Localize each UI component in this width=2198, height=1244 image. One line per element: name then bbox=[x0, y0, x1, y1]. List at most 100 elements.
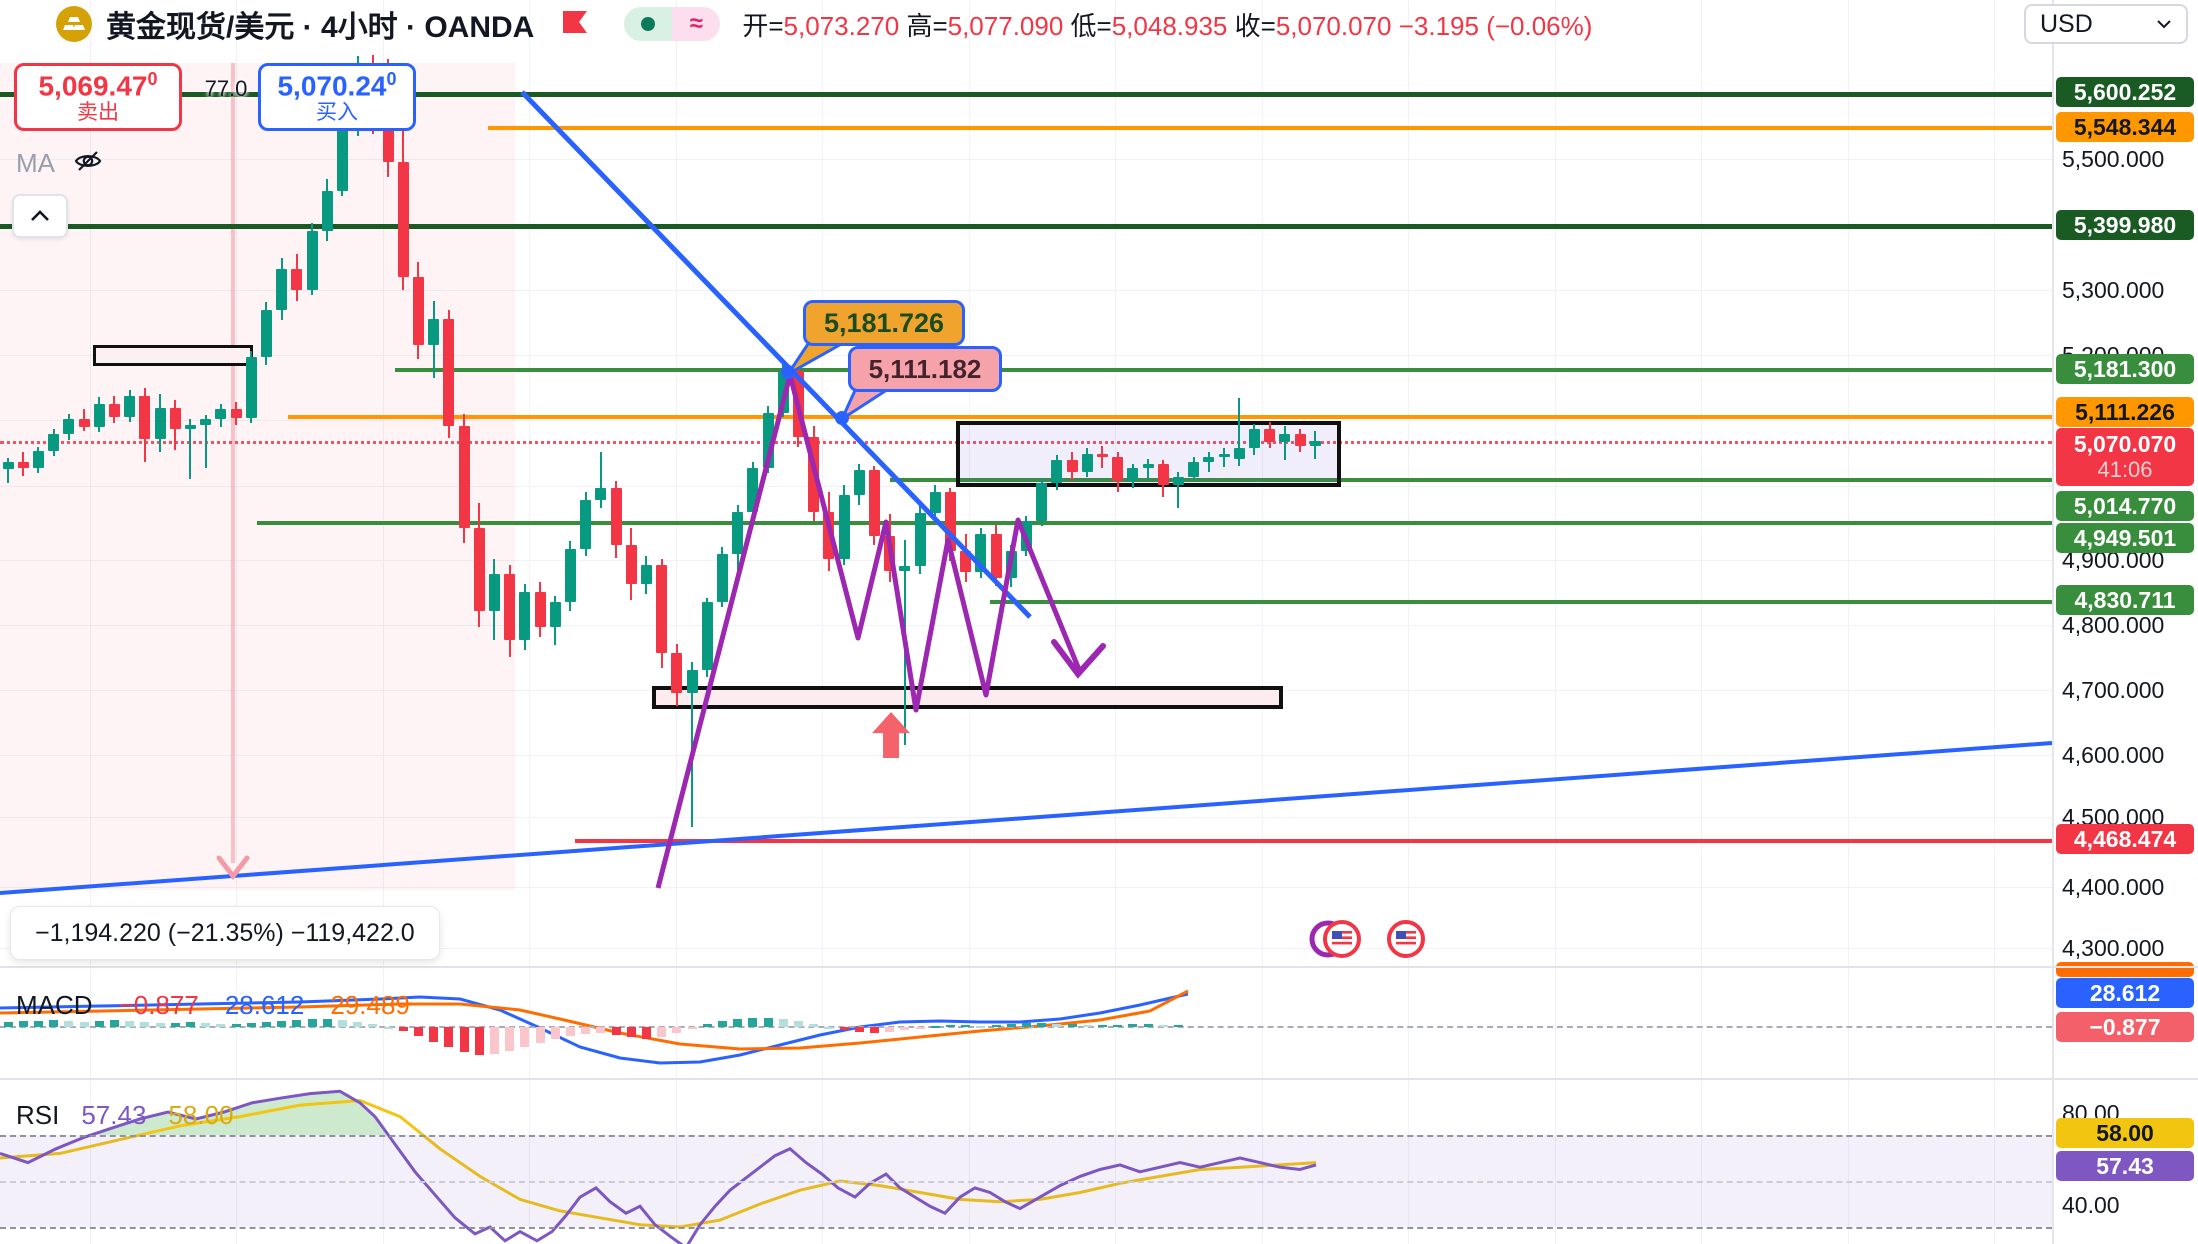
candle-body bbox=[139, 395, 151, 440]
candle-body bbox=[914, 513, 926, 566]
buy-price-superscript: 0 bbox=[386, 68, 397, 89]
macd-histogram-bar bbox=[687, 1027, 697, 1029]
candle-body bbox=[808, 437, 820, 512]
macd-histogram-bar bbox=[672, 1027, 682, 1033]
buy-button[interactable]: 5,070.240 买入 bbox=[258, 63, 416, 131]
macd-histogram-bar bbox=[33, 1021, 43, 1027]
candle-wick bbox=[189, 419, 192, 479]
macd-histogram-bar bbox=[535, 1027, 545, 1043]
macd-hist-badge: −0.877 bbox=[2056, 1012, 2194, 1042]
candle-body bbox=[640, 564, 652, 585]
callout2-anchor-dot[interactable] bbox=[835, 411, 849, 425]
eye-off-icon[interactable] bbox=[73, 146, 103, 181]
candle-body bbox=[1051, 460, 1063, 484]
macd-histogram-bar bbox=[641, 1027, 651, 1039]
rsi-ma-value: 58.00 bbox=[168, 1100, 234, 1130]
macd-histogram-bar bbox=[64, 1021, 74, 1027]
horizontal-level-line[interactable] bbox=[288, 415, 2052, 419]
macd-histogram-bar bbox=[915, 1027, 925, 1029]
candle-wick bbox=[1177, 472, 1180, 508]
macd-histogram-bar bbox=[991, 1025, 1001, 1027]
candle-body bbox=[1172, 476, 1184, 486]
macd-histogram-bar bbox=[1128, 1024, 1138, 1027]
candle-body bbox=[78, 419, 90, 428]
market-status-pill[interactable]: ≈ bbox=[624, 7, 721, 41]
macd-histogram-bar bbox=[1082, 1025, 1092, 1027]
collapse-panel-button[interactable] bbox=[12, 194, 68, 238]
price-callout-5181[interactable]: 5,181.726 bbox=[803, 300, 965, 346]
candle-body bbox=[154, 407, 166, 440]
chart-header: 黄金现货/美元 · 4小时 · OANDA ≈ 开=5,073.270 高=5,… bbox=[0, 0, 2198, 48]
horizontal-level-line[interactable] bbox=[395, 368, 2052, 372]
rsi-label: RSI bbox=[16, 1100, 60, 1130]
callout1-anchor-dot[interactable] bbox=[781, 365, 795, 379]
macd-histogram-bar bbox=[900, 1027, 910, 1030]
vertical-marker-line[interactable] bbox=[231, 63, 235, 863]
flag-icon[interactable] bbox=[560, 9, 590, 40]
sell-button[interactable]: 5,069.470 卖出 bbox=[14, 63, 182, 131]
ohlc-readout: 开=5,073.270 高=5,077.090 低=5,048.935 收=5,… bbox=[742, 10, 1593, 41]
macd-histogram-bar bbox=[733, 1019, 743, 1027]
candle-body bbox=[595, 488, 607, 500]
macd-signal-badge bbox=[2056, 962, 2194, 977]
macd-histogram-bar bbox=[885, 1027, 895, 1032]
candle-body bbox=[884, 536, 896, 572]
candle-body bbox=[48, 433, 60, 452]
us-economic-event-icon[interactable] bbox=[1386, 919, 1426, 964]
candle-wick bbox=[1223, 448, 1225, 467]
chevron-down-icon bbox=[2157, 20, 2171, 29]
macd-histogram-bar bbox=[1006, 1024, 1016, 1027]
candle-body bbox=[412, 276, 424, 346]
price-axis-divider[interactable] bbox=[2052, 0, 2054, 1244]
us-economic-event-icon[interactable] bbox=[1322, 919, 1362, 964]
high-value: 5,077.090 bbox=[947, 10, 1064, 41]
price-tick: 4,300.000 bbox=[2062, 935, 2165, 961]
macd-value-badge: 28.612 bbox=[2056, 978, 2194, 1008]
pane-separator[interactable] bbox=[0, 966, 2198, 968]
candle-body bbox=[336, 126, 348, 191]
candlestick-series[interactable] bbox=[0, 0, 2052, 966]
macd-histogram-bar bbox=[930, 1026, 940, 1028]
macd-legend[interactable]: MACD −0.877 28.612 29.489 bbox=[16, 990, 410, 1021]
candle-body bbox=[716, 554, 728, 603]
symbol-title[interactable]: 黄金现货/美元 · 4小时 · OANDA bbox=[106, 11, 535, 44]
gridline-vertical bbox=[1701, 0, 1702, 1244]
candle-body bbox=[260, 309, 272, 358]
horizontal-level-line[interactable] bbox=[990, 600, 2052, 604]
horizontal-level-line[interactable] bbox=[488, 126, 2052, 130]
macd-histogram-bar bbox=[261, 1022, 271, 1027]
price-level-badge: 4,830.711 bbox=[2056, 585, 2194, 615]
pane-separator[interactable] bbox=[0, 1078, 2198, 1080]
gridline-vertical bbox=[383, 0, 384, 1244]
candle-body bbox=[1081, 453, 1093, 473]
horizontal-level-line[interactable] bbox=[890, 478, 2052, 482]
candle-body bbox=[443, 319, 455, 426]
rsi-legend[interactable]: RSI 57.43 58.00 bbox=[16, 1100, 234, 1131]
candle-body bbox=[1248, 428, 1260, 449]
price-callout-5111[interactable]: 5,111.182 bbox=[848, 346, 1002, 392]
candle-body bbox=[868, 470, 880, 537]
candle-wick bbox=[204, 415, 207, 469]
candle-wick bbox=[1238, 397, 1241, 466]
candle-body bbox=[291, 268, 303, 290]
macd-signal-value: 29.489 bbox=[330, 990, 410, 1020]
currency-select[interactable]: USD bbox=[2024, 4, 2188, 44]
macd-histogram-bar bbox=[1067, 1024, 1077, 1027]
macd-histogram-bar bbox=[337, 1020, 347, 1027]
macd-histogram-bar bbox=[961, 1025, 971, 1027]
candle-body bbox=[1157, 463, 1169, 486]
macd-histogram-bar bbox=[94, 1021, 104, 1027]
macd-histogram-bar bbox=[824, 1027, 834, 1029]
macd-histogram-bar bbox=[505, 1027, 515, 1051]
candle-body bbox=[458, 426, 470, 528]
candle-body bbox=[823, 511, 835, 560]
horizontal-level-line[interactable] bbox=[257, 521, 2052, 525]
macd-histogram-bar bbox=[809, 1024, 819, 1027]
macd-histogram-bar bbox=[702, 1024, 712, 1027]
candle-body bbox=[549, 602, 561, 627]
macd-histogram-bar bbox=[201, 1023, 211, 1027]
candle-body bbox=[200, 419, 212, 425]
macd-histogram-bar bbox=[596, 1027, 606, 1033]
candle-body bbox=[944, 492, 956, 552]
gold-symbol-icon[interactable] bbox=[56, 6, 92, 42]
